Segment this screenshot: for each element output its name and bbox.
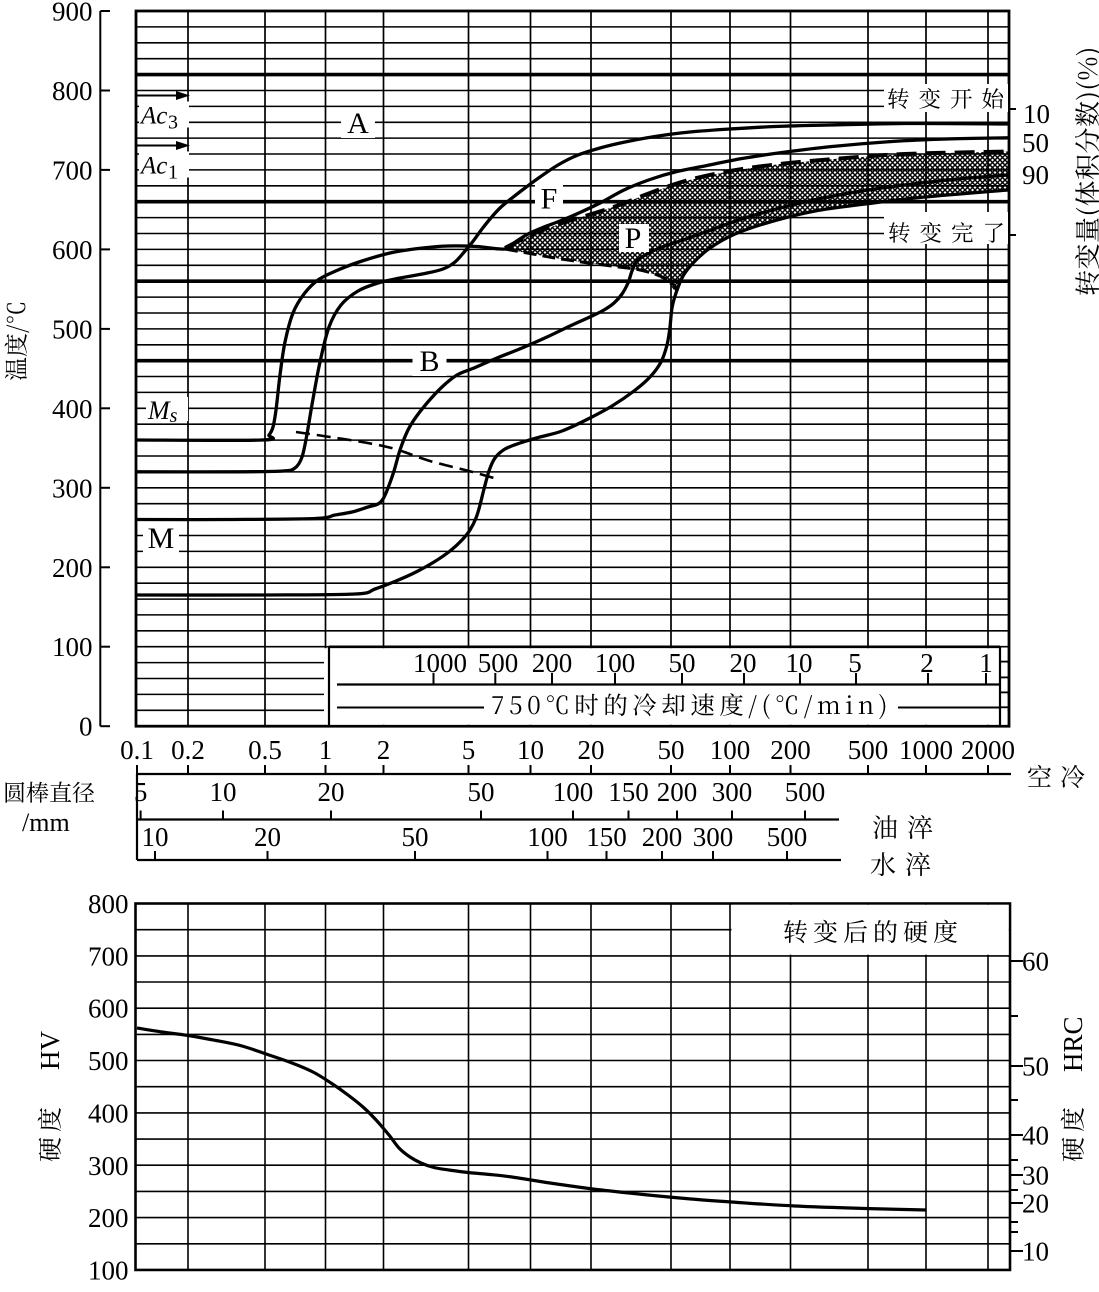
svg-text:100: 100 (88, 1256, 129, 1286)
svg-text:50: 50 (658, 735, 685, 765)
svg-text:/mm: /mm (22, 808, 70, 837)
svg-text:HRC: HRC (1058, 1016, 1088, 1072)
svg-text:700: 700 (88, 941, 129, 971)
svg-text:300: 300 (693, 822, 734, 852)
svg-text:30: 30 (1022, 1161, 1049, 1191)
svg-text:HV: HV (35, 1031, 65, 1070)
svg-text:500: 500 (52, 314, 93, 344)
svg-text:400: 400 (88, 1098, 129, 1128)
svg-text:1000: 1000 (413, 648, 467, 678)
svg-text:0: 0 (79, 712, 93, 742)
svg-text:20: 20 (578, 735, 605, 765)
svg-text:50: 50 (402, 822, 429, 852)
svg-text:900: 900 (52, 0, 93, 27)
svg-text:500: 500 (785, 777, 826, 807)
svg-text:200: 200 (88, 1203, 129, 1233)
svg-text:Ac: Ac (139, 103, 167, 130)
svg-text:Ac: Ac (139, 153, 167, 180)
svg-text:50: 50 (1022, 1052, 1049, 1082)
svg-text:10: 10 (210, 777, 237, 807)
svg-text:700: 700 (52, 155, 93, 185)
svg-text:10: 10 (142, 822, 169, 852)
svg-text:600: 600 (52, 235, 93, 265)
svg-text:10: 10 (1023, 99, 1050, 129)
svg-text:50: 50 (1022, 128, 1049, 158)
svg-text:300: 300 (88, 1151, 129, 1181)
svg-text:200: 200 (770, 735, 811, 765)
svg-text:1: 1 (319, 735, 333, 765)
svg-text:1: 1 (979, 648, 993, 678)
svg-text:800: 800 (88, 889, 129, 919)
svg-text:0.1: 0.1 (120, 735, 154, 765)
svg-text:500: 500 (478, 648, 519, 678)
svg-text:20: 20 (1022, 1189, 1049, 1219)
svg-text:200: 200 (52, 553, 93, 583)
svg-text:100: 100 (553, 777, 594, 807)
svg-text:150: 150 (608, 777, 649, 807)
svg-text:5: 5 (848, 648, 862, 678)
svg-text:1: 1 (168, 162, 178, 184)
svg-text:5: 5 (462, 735, 476, 765)
svg-text:2000: 2000 (961, 735, 1015, 765)
svg-text:3: 3 (168, 112, 178, 134)
svg-text:0.2: 0.2 (171, 735, 205, 765)
svg-text:40: 40 (1022, 1121, 1049, 1151)
svg-text:200: 200 (642, 822, 683, 852)
svg-text:500: 500 (767, 822, 808, 852)
svg-text:B: B (419, 345, 439, 378)
svg-text:100: 100 (52, 632, 93, 662)
svg-text:10: 10 (1022, 1237, 1049, 1267)
svg-text:A: A (347, 107, 369, 140)
svg-text:10: 10 (517, 735, 544, 765)
svg-text:100: 100 (710, 735, 751, 765)
svg-text:P: P (625, 222, 642, 255)
svg-text:5: 5 (134, 777, 148, 807)
svg-text:300: 300 (52, 473, 93, 503)
svg-text:150: 150 (586, 822, 627, 852)
svg-text:600: 600 (88, 994, 129, 1024)
svg-text:60: 60 (1022, 947, 1049, 977)
svg-text:800: 800 (52, 76, 93, 106)
svg-text:20: 20 (318, 777, 345, 807)
svg-text:500: 500 (848, 735, 889, 765)
svg-text:F: F (541, 183, 558, 216)
svg-text:400: 400 (52, 394, 93, 424)
svg-text:300: 300 (712, 777, 753, 807)
svg-text:2: 2 (377, 735, 391, 765)
svg-text:20: 20 (254, 822, 281, 852)
svg-text:90: 90 (1022, 160, 1049, 190)
svg-text:100: 100 (527, 822, 568, 852)
svg-text:200: 200 (657, 777, 698, 807)
svg-text:M: M (148, 522, 175, 555)
svg-text:50: 50 (468, 777, 495, 807)
svg-text:1000: 1000 (899, 735, 953, 765)
svg-text:0.5: 0.5 (248, 735, 282, 765)
svg-text:500: 500 (88, 1046, 129, 1076)
svg-text:2: 2 (920, 648, 934, 678)
